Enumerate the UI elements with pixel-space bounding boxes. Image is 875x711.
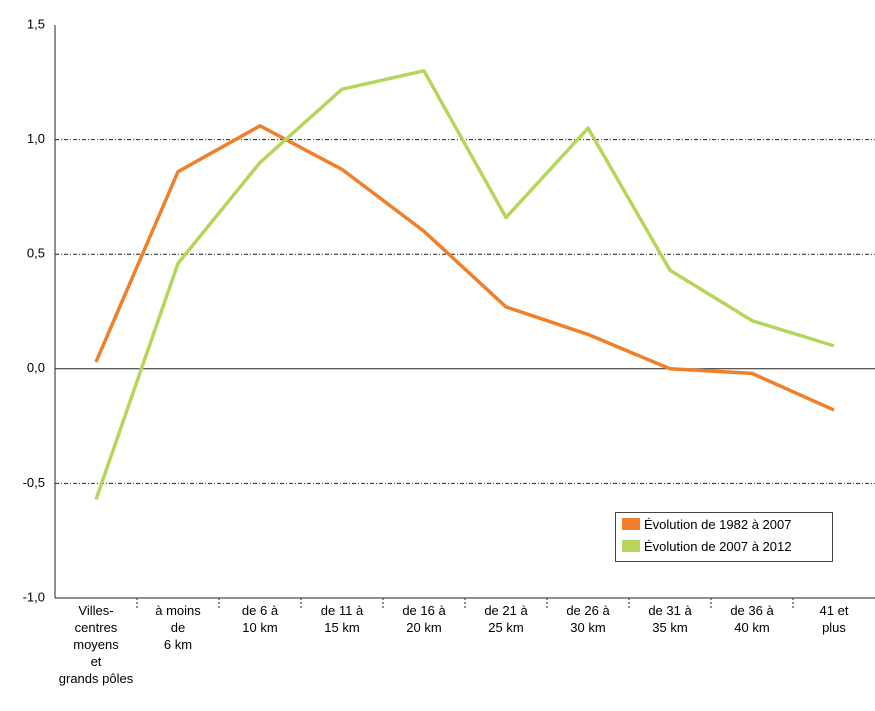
x-tick-label: de 11 à 15 km [320, 603, 364, 635]
x-tick-label: 41 et plus [819, 603, 849, 635]
x-tick-label: de 21 à 25 km [484, 603, 528, 635]
y-tick-label: -1,0 [23, 589, 45, 604]
y-tick-label: 1,5 [27, 16, 45, 31]
legend-label: Évolution de 1982 à 2007 [644, 516, 792, 532]
legend-label: Évolution de 2007 à 2012 [644, 538, 792, 554]
y-tick-label: -0,5 [23, 475, 45, 490]
x-tick-label: de 31 à 35 km [648, 603, 692, 635]
x-tick-label: Villes- centres moyens et grands pôles [58, 603, 134, 686]
series-line [94, 124, 835, 412]
legend-swatch [622, 518, 640, 530]
x-tick-label: de 6 à 10 km [241, 603, 279, 635]
legend-item: Évolution de 1982 à 2007 [616, 513, 832, 535]
y-tick-label: 0,0 [27, 360, 45, 375]
x-tick-label: de 16 à 20 km [402, 603, 446, 635]
x-tick-label: de 26 à 30 km [566, 603, 610, 635]
x-tick-label: à moins de 6 km [155, 603, 201, 652]
legend: Évolution de 1982 à 2007 Évolution de 200… [615, 512, 833, 562]
y-tick-label: 1,0 [27, 131, 45, 146]
y-tick-label: 0,5 [27, 246, 45, 261]
legend-swatch [622, 540, 640, 552]
legend-item: Évolution de 2007 à 2012 [616, 535, 832, 557]
x-tick-label: de 36 à 40 km [730, 603, 774, 635]
series-line [94, 69, 835, 501]
